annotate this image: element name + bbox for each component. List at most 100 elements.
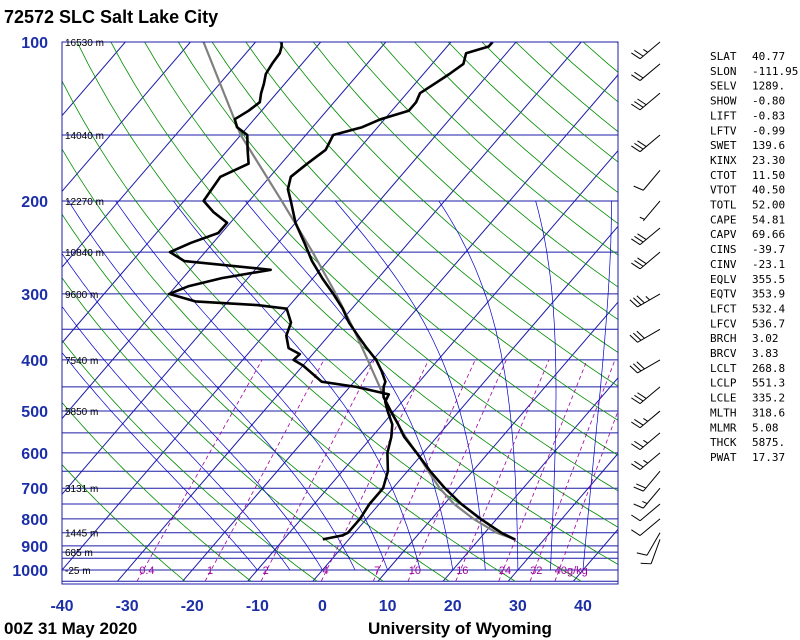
wind-barb-staff (642, 170, 661, 191)
dry-adiabat (62, 213, 450, 582)
mixing-ratio-line (529, 359, 616, 582)
pressure-label: 800 (21, 512, 48, 529)
mixing-ratio-label: 1 (207, 565, 213, 577)
index-value: 139.6 (752, 139, 785, 152)
index-value: 5875. (752, 436, 785, 449)
wind-barb-flag (631, 262, 641, 270)
temperature-label: -10 (246, 598, 269, 615)
moist-adiabat (62, 252, 323, 571)
pressure-label: 500 (21, 404, 48, 421)
dry-adiabat (62, 401, 252, 582)
mixing-ratio-line (554, 409, 618, 582)
index-value: 268.8 (752, 362, 785, 375)
pressure-label: 600 (21, 446, 48, 463)
mixing-ratio-label: 2 (263, 565, 269, 577)
mixing-ratio-line (407, 359, 507, 582)
isotherm (62, 42, 452, 496)
moist-adiabat (535, 200, 557, 571)
height-label: 685 m (65, 548, 93, 559)
isotherm (377, 301, 618, 582)
index-key: CAPV (710, 228, 737, 241)
index-value: 3.83 (752, 347, 779, 360)
wind-barb-flag (640, 562, 652, 565)
wind-barb-flag (636, 361, 645, 370)
wind-barb-flag (634, 419, 644, 426)
index-key: SWET (710, 139, 737, 152)
wind-barb-staff (639, 41, 661, 60)
wind-barb-flag (634, 260, 644, 267)
mixing-ratio-line (455, 359, 550, 582)
index-key: PWAT (710, 451, 737, 464)
isotherm (117, 42, 582, 582)
mixing-ratio-label: 4 (322, 565, 328, 577)
wind-barb-staff (639, 432, 661, 451)
wind-barb-flag (629, 299, 638, 308)
index-key: BRCH (710, 332, 737, 345)
index-key: SLON (710, 65, 737, 78)
wind-barb-flag (637, 392, 647, 399)
temperature-label: 0 (318, 598, 327, 615)
wind-barb-staff (639, 518, 661, 536)
wind-barb (633, 170, 661, 191)
wind-barb-staff (646, 532, 661, 556)
grid (0, 42, 618, 582)
wind-barb-half-flag (645, 295, 650, 301)
isotherm (0, 42, 60, 581)
wind-barb (636, 532, 661, 556)
wind-barb (631, 251, 661, 270)
index-key: VTOT (710, 184, 737, 197)
wind-barb (631, 41, 661, 60)
wind-barb-flag (634, 460, 644, 468)
wind-barb-flag (637, 98, 647, 106)
moist-adiabat (582, 200, 612, 571)
wind-barb-flag (629, 334, 638, 343)
index-value: -111.95 (752, 65, 798, 78)
index-key: LFCV (710, 317, 737, 330)
wind-barb-half-flag (642, 501, 648, 504)
index-key: LIFT (710, 109, 737, 122)
isotherm (62, 42, 256, 268)
pressure-label: 400 (21, 353, 48, 370)
mixing-ratio-line (320, 359, 429, 582)
wind-barb-staff (642, 487, 661, 509)
wind-barb (631, 63, 661, 81)
index-value: -0.99 (752, 124, 785, 137)
index-value: 11.50 (752, 169, 785, 182)
wind-barb-staff (639, 452, 661, 470)
dry-adiabat (380, 42, 618, 256)
wind-barb-flag (636, 330, 645, 339)
wind-barb-flag (633, 297, 642, 306)
wind-barb-staff (642, 200, 661, 222)
wind-barb-flag (633, 503, 644, 509)
wind-barb-staff (642, 470, 661, 492)
footer-source: University of Wyoming (368, 619, 552, 638)
index-value: 335.2 (752, 392, 785, 405)
isotherm (312, 225, 618, 582)
moist-adiabat (438, 200, 519, 570)
index-key: SELV (710, 80, 737, 93)
wind-barb-half-flag (643, 439, 649, 444)
mixing-ratio-label: 40g/kg (555, 565, 588, 577)
height-label: 12270 m (65, 197, 104, 208)
wind-barb-flag (633, 363, 642, 372)
wind-barb (631, 92, 661, 111)
wind-barb (631, 452, 661, 470)
index-value: 353.9 (752, 288, 785, 301)
wind-barb-flag (634, 71, 644, 79)
wind-barb-flag (629, 365, 638, 374)
wind-barb-staff (639, 227, 661, 246)
parcel-curve (202, 42, 516, 541)
wind-barb (631, 134, 661, 153)
index-key: LCLP (710, 377, 737, 390)
wind-barbs (629, 41, 661, 565)
temperature-label: 20 (444, 598, 462, 615)
wind-barb (631, 503, 661, 522)
dry-adiabat (211, 42, 618, 421)
chart-title: 72572 SLC Salt Lake City (4, 7, 218, 27)
mixing-ratio-line (498, 359, 588, 582)
wind-barb-half-flag (643, 418, 649, 422)
dry-adiabat (62, 339, 318, 582)
index-value: 40.77 (752, 50, 785, 63)
temperature-label: -30 (116, 598, 139, 615)
